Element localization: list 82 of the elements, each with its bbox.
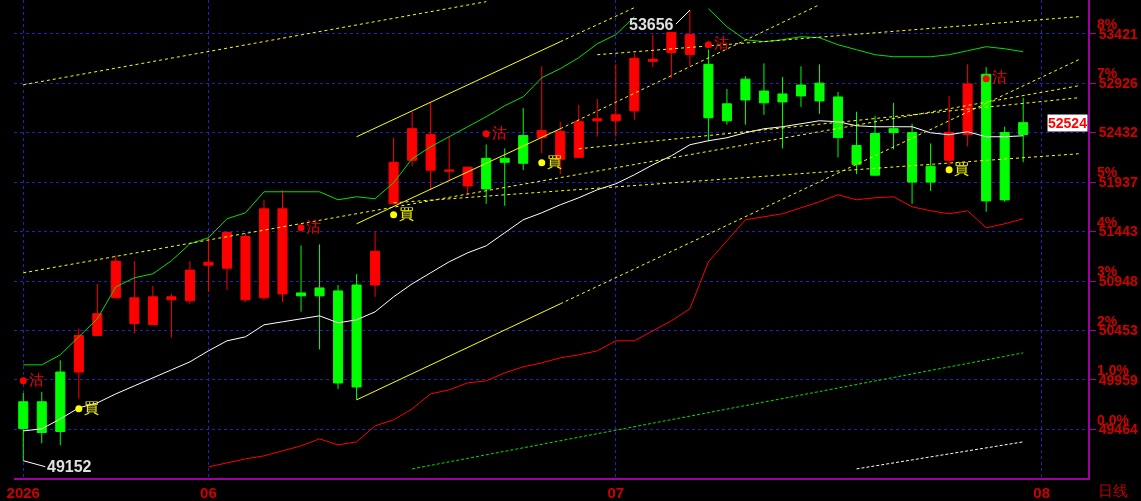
candlestick	[629, 52, 640, 121]
candlestick	[999, 126, 1010, 203]
line-series	[22, 120, 1024, 432]
candlestick	[36, 391, 47, 444]
x-tick-label: 2026	[6, 484, 40, 501]
candlestick	[684, 9, 695, 67]
candlestick	[295, 244, 307, 313]
candlestick	[203, 237, 214, 293]
candlestick	[481, 143, 492, 205]
candlestick	[777, 76, 788, 149]
candlestick	[647, 34, 658, 68]
annotation: 49152	[47, 458, 92, 475]
candlestick	[370, 231, 381, 298]
point	[982, 75, 990, 83]
point	[297, 224, 305, 232]
point	[75, 405, 83, 413]
series-label: 沽	[991, 68, 1007, 87]
candlestick	[147, 285, 158, 326]
candlestick	[962, 63, 973, 147]
candlestick	[499, 147, 510, 207]
text: 買	[84, 398, 100, 417]
candlestick	[314, 243, 325, 350]
candlestick	[407, 111, 418, 167]
text: 沽	[491, 123, 507, 142]
candlestick	[351, 273, 362, 401]
candlestick	[110, 254, 121, 299]
candlestick	[703, 48, 714, 142]
text: 沽	[713, 34, 729, 53]
candlestick	[240, 233, 251, 303]
text: 買	[954, 159, 970, 178]
candlestick	[55, 359, 66, 446]
point	[945, 166, 953, 174]
point	[482, 130, 490, 138]
candlestick	[721, 88, 732, 126]
text: 日线	[1098, 482, 1128, 499]
text: 買	[398, 204, 414, 223]
candlestick	[592, 98, 603, 138]
candlestick	[795, 65, 807, 108]
candlestick	[333, 284, 344, 390]
candlestick	[277, 189, 288, 303]
candlestick	[666, 31, 677, 79]
candlestick	[851, 111, 862, 175]
candlestick	[610, 63, 621, 138]
candlestick	[92, 283, 103, 337]
candlestick	[740, 75, 751, 126]
candlestick	[1018, 97, 1029, 163]
candlestick	[925, 142, 936, 192]
candlestick	[129, 260, 140, 334]
candlestick	[462, 166, 473, 196]
candlestick	[907, 123, 918, 205]
candlestick	[221, 231, 232, 291]
candlestick	[758, 62, 769, 116]
candlestick	[166, 293, 177, 338]
candlestick	[425, 101, 436, 191]
point	[704, 41, 712, 49]
x-tick-label: 06	[200, 484, 217, 501]
candlestick	[888, 102, 899, 150]
candlestick	[518, 107, 529, 171]
candlestick	[18, 392, 29, 462]
point	[538, 159, 546, 167]
x-tick-label: 07	[607, 484, 625, 501]
line-series	[207, 194, 1024, 468]
text: 沽	[28, 370, 44, 389]
text: 沽	[306, 217, 322, 236]
candlestick	[814, 63, 825, 115]
annotation: 52524	[1048, 115, 1088, 131]
candlestick	[944, 95, 955, 166]
annotation: 53656	[629, 16, 674, 33]
point	[390, 211, 398, 219]
candlestick	[981, 66, 992, 213]
candlestick	[870, 115, 881, 177]
candlestick	[573, 104, 584, 159]
candlestick	[258, 199, 270, 301]
candlestick	[73, 328, 84, 400]
candlestick	[536, 65, 547, 154]
point	[19, 377, 27, 385]
candlestick	[444, 136, 455, 181]
y-tick-label: 52432	[1098, 124, 1138, 141]
candlestick	[832, 91, 844, 158]
candlestick	[184, 260, 195, 305]
x-tick-label: 08	[1033, 484, 1051, 501]
candlestick	[388, 137, 399, 205]
